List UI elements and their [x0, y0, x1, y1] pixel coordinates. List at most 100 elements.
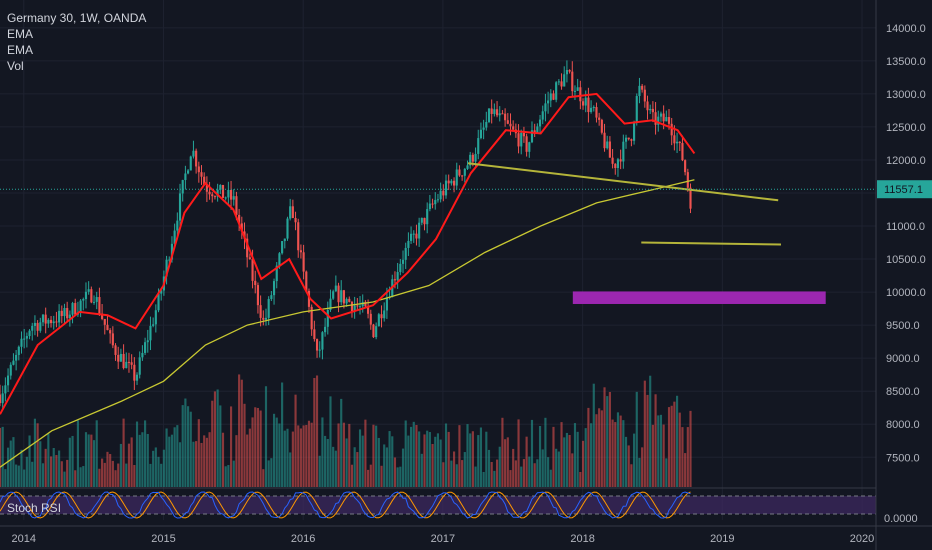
volume-bar — [388, 431, 391, 487]
trend-line — [467, 162, 779, 202]
x-tick-label: 2017 — [431, 533, 455, 545]
rsi-k-line — [0, 491, 691, 519]
volume-bar — [235, 435, 238, 487]
candle-body — [256, 285, 260, 306]
candle-body — [332, 291, 335, 299]
stoch-rsi-label[interactable]: Stoch RSI — [7, 501, 62, 515]
candle-body — [635, 96, 638, 123]
volume-bar — [49, 456, 53, 487]
candle-body — [560, 81, 563, 87]
indicator-vol[interactable]: Vol — [7, 59, 24, 73]
volume-bar — [259, 410, 262, 487]
volume-bar — [109, 454, 112, 487]
volume-bar — [635, 391, 638, 487]
candle-body — [603, 132, 606, 149]
candle-body — [227, 189, 230, 198]
volume-bar — [590, 423, 593, 487]
candle-body — [181, 180, 184, 194]
candle-body — [275, 265, 278, 282]
volume-bar — [197, 419, 200, 487]
volume-bar — [372, 424, 375, 487]
volume-bar — [544, 417, 547, 487]
candle-body — [525, 136, 528, 152]
candle-body — [90, 289, 93, 303]
candle-body — [404, 247, 407, 260]
candle-body — [348, 298, 351, 302]
volume-bar — [571, 453, 574, 487]
candle-body — [606, 141, 609, 149]
candle-body — [28, 330, 31, 337]
candle-body — [428, 203, 431, 210]
volume-bar — [396, 467, 399, 487]
candle-body — [66, 308, 69, 319]
volume-bar — [584, 428, 587, 487]
volume-bar — [391, 436, 394, 487]
volume-bar — [407, 435, 410, 487]
volume-bar — [82, 466, 85, 487]
volume-bar — [146, 433, 149, 487]
candle-body — [299, 250, 302, 253]
candle-body — [318, 349, 321, 351]
volume-bar — [4, 469, 7, 487]
candle-body — [337, 285, 340, 303]
candle-body — [25, 336, 28, 339]
volume-bar — [219, 405, 222, 487]
volume-bar — [608, 391, 611, 487]
candle-body — [614, 163, 617, 169]
candle-body — [410, 233, 413, 241]
candle-body — [356, 305, 359, 307]
volume-bar — [477, 435, 480, 487]
volume-bar — [423, 434, 426, 487]
volume-bar — [410, 426, 413, 487]
volume-bar — [275, 417, 278, 487]
indicator-ema-1[interactable]: EMA — [7, 27, 34, 41]
volume-bar — [662, 424, 665, 487]
volume-bar — [490, 461, 493, 487]
candle-body — [367, 306, 370, 314]
x-tick-label: 2020 — [850, 533, 874, 545]
volume-bar — [270, 458, 273, 487]
volume-bar — [670, 405, 673, 487]
volume-bar — [326, 438, 329, 487]
candle-body — [58, 310, 61, 323]
volume-bar — [127, 443, 131, 487]
volume-bar — [463, 452, 466, 487]
volume-bar — [560, 422, 563, 487]
volume-bar — [495, 459, 499, 487]
volume-bar — [25, 456, 28, 487]
volume-bar — [627, 445, 630, 487]
volume-bar — [345, 438, 348, 487]
volume-bar — [310, 422, 313, 487]
candle-body — [192, 150, 195, 157]
candle-body — [512, 126, 515, 130]
candle-body — [281, 241, 284, 254]
volume-bar — [60, 461, 63, 487]
candle-body — [592, 107, 595, 109]
y-tick-label: 9500.0 — [886, 320, 920, 332]
volume-bar — [178, 442, 182, 487]
candle-body — [509, 123, 512, 127]
trend-line — [641, 241, 782, 246]
volume-bar — [458, 425, 461, 487]
candle-body — [49, 319, 53, 324]
volume-bar — [606, 396, 609, 487]
volume-bar — [678, 412, 681, 487]
volume-bar — [256, 407, 260, 487]
candle-body — [205, 184, 208, 192]
candle-body — [246, 238, 249, 258]
volume-bar — [189, 411, 192, 487]
rsi-tick-label: 0.0000 — [884, 513, 918, 525]
volume-bar — [278, 423, 281, 487]
symbol-title[interactable]: Germany 30, 1W, OANDA — [7, 11, 147, 25]
indicator-ema-2[interactable]: EMA — [7, 43, 34, 57]
volume-bar — [415, 424, 418, 487]
candle-body — [436, 199, 440, 201]
candle-body — [643, 89, 646, 102]
volume-bar — [592, 383, 595, 487]
volume-bar — [71, 435, 74, 487]
candle-body — [552, 93, 555, 100]
candle-body — [377, 314, 380, 327]
candle-body — [154, 310, 157, 325]
volume-bar — [420, 453, 423, 487]
